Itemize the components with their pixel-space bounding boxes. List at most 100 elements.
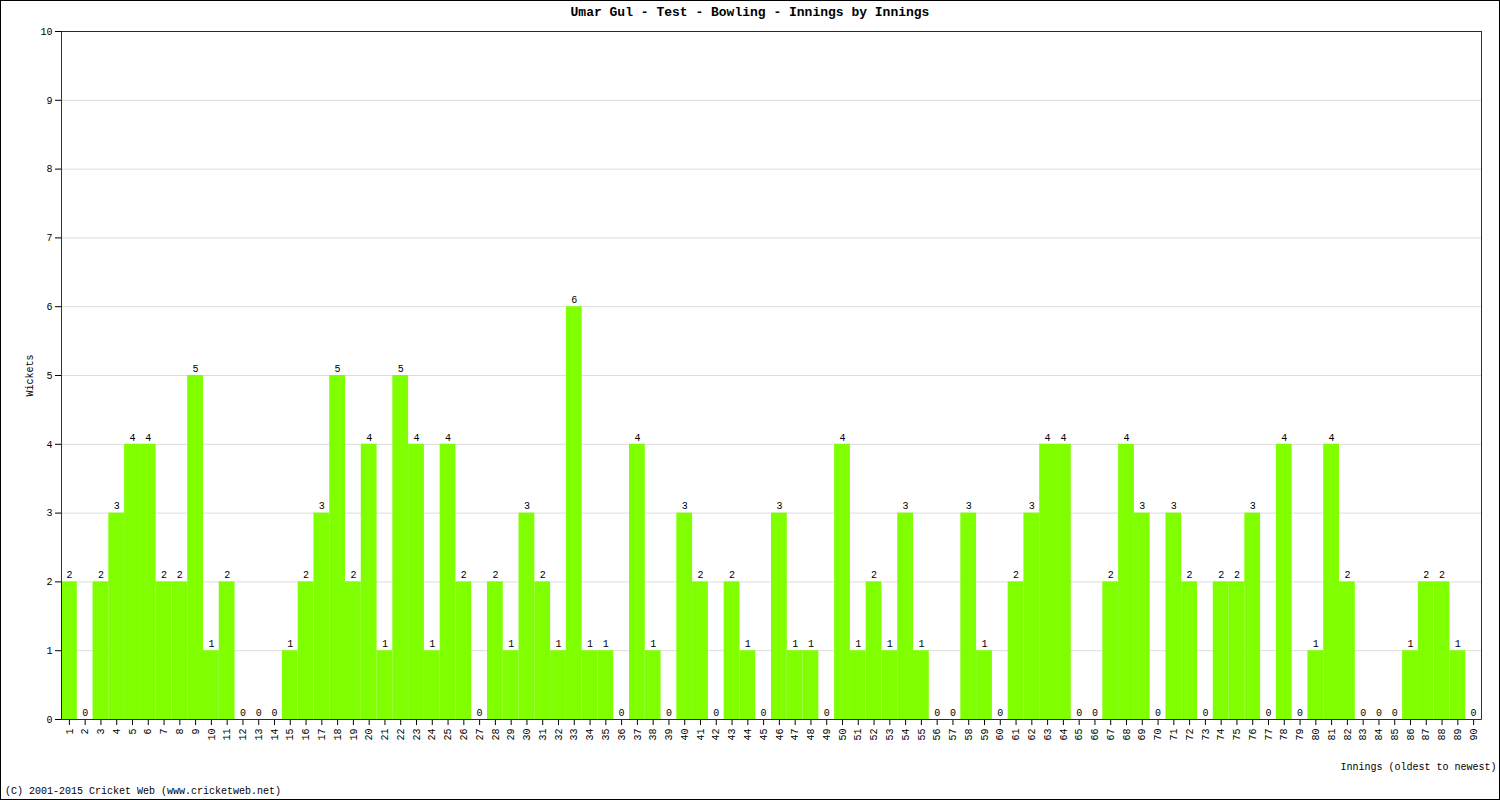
svg-text:3: 3	[966, 501, 972, 512]
svg-text:0: 0	[1076, 708, 1082, 719]
svg-text:4: 4	[366, 433, 372, 444]
svg-text:65: 65	[1074, 729, 1085, 741]
svg-text:1: 1	[855, 639, 861, 650]
svg-text:84: 84	[1374, 729, 1385, 741]
svg-text:10: 10	[207, 729, 218, 741]
svg-text:58: 58	[964, 729, 975, 741]
svg-text:80: 80	[1311, 729, 1322, 741]
svg-text:1: 1	[46, 646, 52, 657]
svg-text:61: 61	[1011, 729, 1022, 741]
svg-text:6: 6	[571, 295, 577, 306]
svg-text:2: 2	[350, 570, 356, 581]
svg-text:37: 37	[633, 729, 644, 741]
svg-text:64: 64	[1059, 729, 1070, 741]
svg-text:6: 6	[143, 729, 154, 735]
svg-text:48: 48	[806, 729, 817, 741]
svg-text:2: 2	[1108, 570, 1114, 581]
svg-text:1: 1	[429, 639, 435, 650]
svg-text:72: 72	[1185, 729, 1196, 741]
svg-text:5: 5	[128, 729, 139, 735]
svg-text:51: 51	[853, 729, 864, 741]
svg-text:31: 31	[538, 729, 549, 741]
svg-text:22: 22	[396, 729, 407, 741]
svg-text:53: 53	[885, 729, 896, 741]
svg-text:39: 39	[664, 729, 675, 741]
svg-text:20: 20	[364, 729, 375, 741]
svg-text:0: 0	[1092, 708, 1098, 719]
svg-text:23: 23	[412, 729, 423, 741]
svg-text:0: 0	[997, 708, 1003, 719]
svg-text:19: 19	[349, 729, 360, 741]
svg-text:0: 0	[619, 708, 625, 719]
svg-text:2: 2	[1234, 570, 1240, 581]
svg-text:4: 4	[145, 433, 151, 444]
svg-text:26: 26	[459, 729, 470, 741]
svg-text:5: 5	[46, 371, 52, 382]
svg-text:29: 29	[506, 729, 517, 741]
svg-text:0: 0	[1392, 708, 1398, 719]
svg-text:87: 87	[1421, 729, 1432, 741]
svg-text:21: 21	[380, 729, 391, 741]
svg-text:1: 1	[1455, 639, 1461, 650]
svg-text:1: 1	[808, 639, 814, 650]
svg-text:13: 13	[254, 729, 265, 741]
svg-text:67: 67	[1106, 729, 1117, 741]
svg-text:60: 60	[995, 729, 1006, 741]
svg-text:82: 82	[1343, 729, 1354, 741]
svg-text:2: 2	[871, 570, 877, 581]
svg-text:0: 0	[1265, 708, 1271, 719]
svg-text:3: 3	[776, 501, 782, 512]
svg-text:5: 5	[398, 364, 404, 375]
svg-text:2: 2	[177, 570, 183, 581]
svg-text:4: 4	[1060, 433, 1066, 444]
svg-text:2: 2	[80, 729, 91, 735]
svg-text:44: 44	[743, 729, 754, 741]
svg-text:0: 0	[240, 708, 246, 719]
svg-text:0: 0	[761, 708, 767, 719]
svg-text:0: 0	[82, 708, 88, 719]
svg-text:50: 50	[838, 729, 849, 741]
svg-text:0: 0	[713, 708, 719, 719]
svg-text:4: 4	[1281, 433, 1287, 444]
svg-text:0: 0	[256, 708, 262, 719]
svg-text:2: 2	[1187, 570, 1193, 581]
svg-text:3: 3	[319, 501, 325, 512]
svg-text:1: 1	[65, 729, 76, 735]
svg-text:57: 57	[948, 729, 959, 741]
svg-text:2: 2	[540, 570, 546, 581]
svg-text:77: 77	[1264, 729, 1275, 741]
svg-text:0: 0	[950, 708, 956, 719]
svg-text:52: 52	[869, 729, 880, 741]
svg-text:0: 0	[824, 708, 830, 719]
svg-text:69: 69	[1137, 729, 1148, 741]
svg-text:0: 0	[46, 715, 52, 726]
svg-text:71: 71	[1169, 729, 1180, 741]
svg-text:62: 62	[1027, 729, 1038, 741]
svg-text:47: 47	[790, 729, 801, 741]
svg-text:3: 3	[524, 501, 530, 512]
svg-text:1: 1	[208, 639, 214, 650]
svg-text:15: 15	[285, 729, 296, 741]
svg-text:0: 0	[666, 708, 672, 719]
svg-text:74: 74	[1216, 729, 1227, 741]
svg-text:78: 78	[1279, 729, 1290, 741]
svg-text:3: 3	[1029, 501, 1035, 512]
svg-text:Wickets: Wickets	[25, 354, 36, 396]
svg-text:0: 0	[1202, 708, 1208, 719]
svg-text:4: 4	[634, 433, 640, 444]
svg-text:70: 70	[1153, 729, 1164, 741]
svg-text:1: 1	[792, 639, 798, 650]
svg-text:2: 2	[1439, 570, 1445, 581]
svg-text:14: 14	[270, 729, 281, 741]
svg-text:1: 1	[587, 639, 593, 650]
svg-text:16: 16	[301, 729, 312, 741]
svg-text:17: 17	[317, 729, 328, 741]
svg-text:4: 4	[1045, 433, 1051, 444]
svg-text:2: 2	[224, 570, 230, 581]
svg-text:1: 1	[1407, 639, 1413, 650]
svg-text:40: 40	[680, 729, 691, 741]
svg-text:6: 6	[46, 302, 52, 313]
svg-text:0: 0	[271, 708, 277, 719]
svg-text:4: 4	[1123, 433, 1129, 444]
svg-text:55: 55	[917, 729, 928, 741]
